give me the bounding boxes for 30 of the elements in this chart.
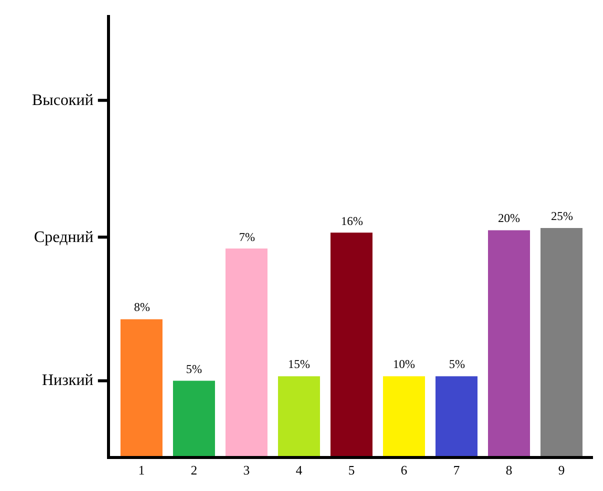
annotation: 15% (288, 357, 310, 371)
x-tick-label: 4 (296, 462, 303, 478)
bar (226, 248, 268, 456)
ref-line-label: Средний (34, 229, 94, 246)
annotation: 5% (449, 357, 465, 371)
annotation: 5% (186, 362, 202, 376)
x-tick-label: 5 (348, 462, 355, 478)
bar (330, 232, 372, 456)
bar (540, 228, 582, 456)
annotation: 20% (498, 211, 520, 225)
x-tick-label: 6 (400, 462, 408, 478)
annotation: 7% (239, 230, 255, 244)
x-tick-label: 9 (558, 462, 565, 478)
bar (383, 376, 425, 456)
bar (278, 376, 320, 456)
ref-line-label: Высокий (32, 92, 94, 109)
annotation: 16% (341, 214, 363, 228)
annotation: 10% (393, 357, 415, 371)
ref-line-label: Низкий (42, 372, 94, 389)
bar (120, 319, 162, 456)
x-tick-label: 7 (453, 462, 460, 478)
x-tick-label: 2 (190, 462, 198, 478)
annotation: 8% (134, 300, 150, 314)
bar (488, 230, 530, 456)
bar (436, 376, 478, 456)
bar (173, 380, 215, 456)
x-tick-label: 8 (506, 462, 512, 478)
x-tick-label: 3 (243, 462, 250, 478)
annotation: 25% (551, 209, 573, 223)
x-tick-label: 1 (138, 462, 145, 478)
